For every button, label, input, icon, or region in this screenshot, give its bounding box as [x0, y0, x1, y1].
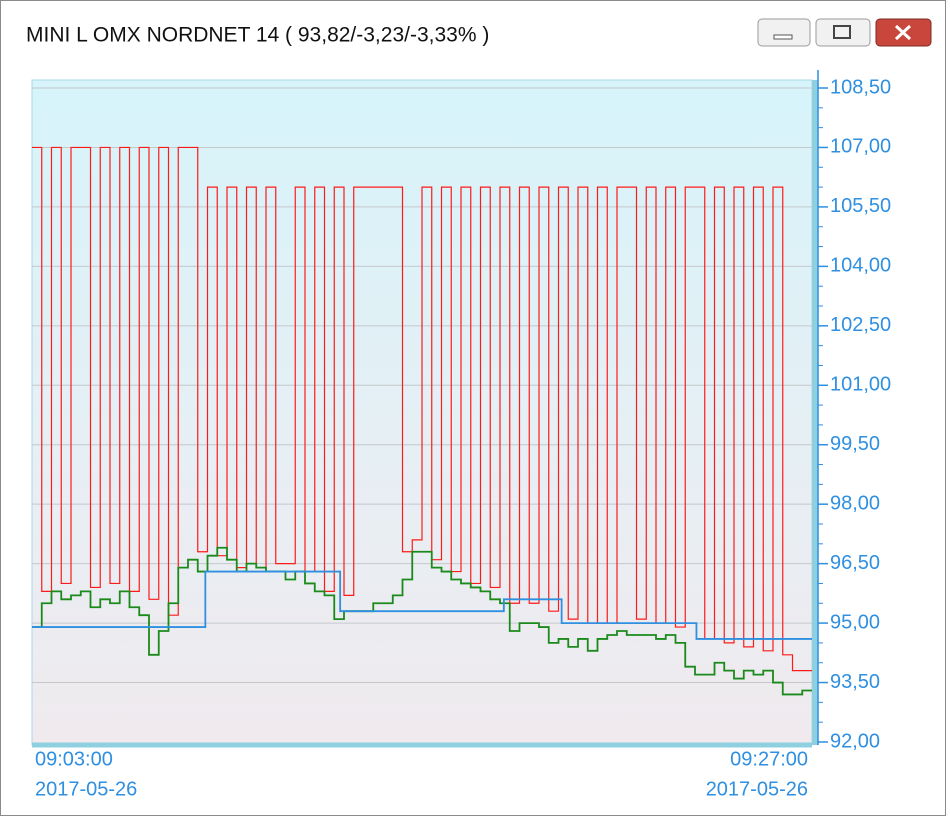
y-tick-label: 96,50: [830, 552, 880, 574]
y-tick-label: 107,00: [830, 136, 891, 158]
maximize-box[interactable]: [815, 18, 871, 47]
y-tick-label: 105,50: [830, 195, 891, 217]
close-button[interactable]: [875, 18, 932, 47]
minimize-icon: [773, 34, 793, 40]
maximize-button[interactable]: [815, 18, 871, 47]
close-icon: [894, 24, 912, 41]
y-tick-label: 95,00: [830, 611, 880, 633]
window-title: MINI L OMX NORDNET 14 ( 93,82/-3,23/-3,3…: [26, 24, 489, 47]
x-time-label: 09:27:00: [730, 748, 808, 770]
y-tick-label: 104,00: [830, 255, 891, 277]
y-tick-label: 98,00: [830, 492, 880, 514]
price-line: [32, 546, 812, 696]
y-tick-label: 102,50: [830, 314, 891, 336]
y-tick-label: 92,00: [830, 730, 880, 752]
x-date-label: 2017-05-26: [706, 778, 808, 800]
minimize-box[interactable]: [757, 18, 811, 47]
chart: 92,00 93,50 95,00 96,50 98,00 99,50 101,00 102,…: [32, 76, 891, 800]
price-line: [32, 146, 812, 672]
x-date-label: 2017-05-26: [35, 778, 137, 800]
minimize-button[interactable]: [757, 18, 811, 47]
maximize-icon: [833, 25, 851, 39]
y-tick-label: 99,50: [830, 433, 880, 455]
y-tick-label: 108,50: [830, 76, 891, 98]
x-time-label: 09:03:00: [35, 748, 113, 770]
y-tick-label: 101,00: [830, 374, 891, 396]
axis-strip: [812, 80, 818, 745]
y-tick-label: 93,50: [830, 671, 880, 693]
price-line: [32, 570, 812, 640]
